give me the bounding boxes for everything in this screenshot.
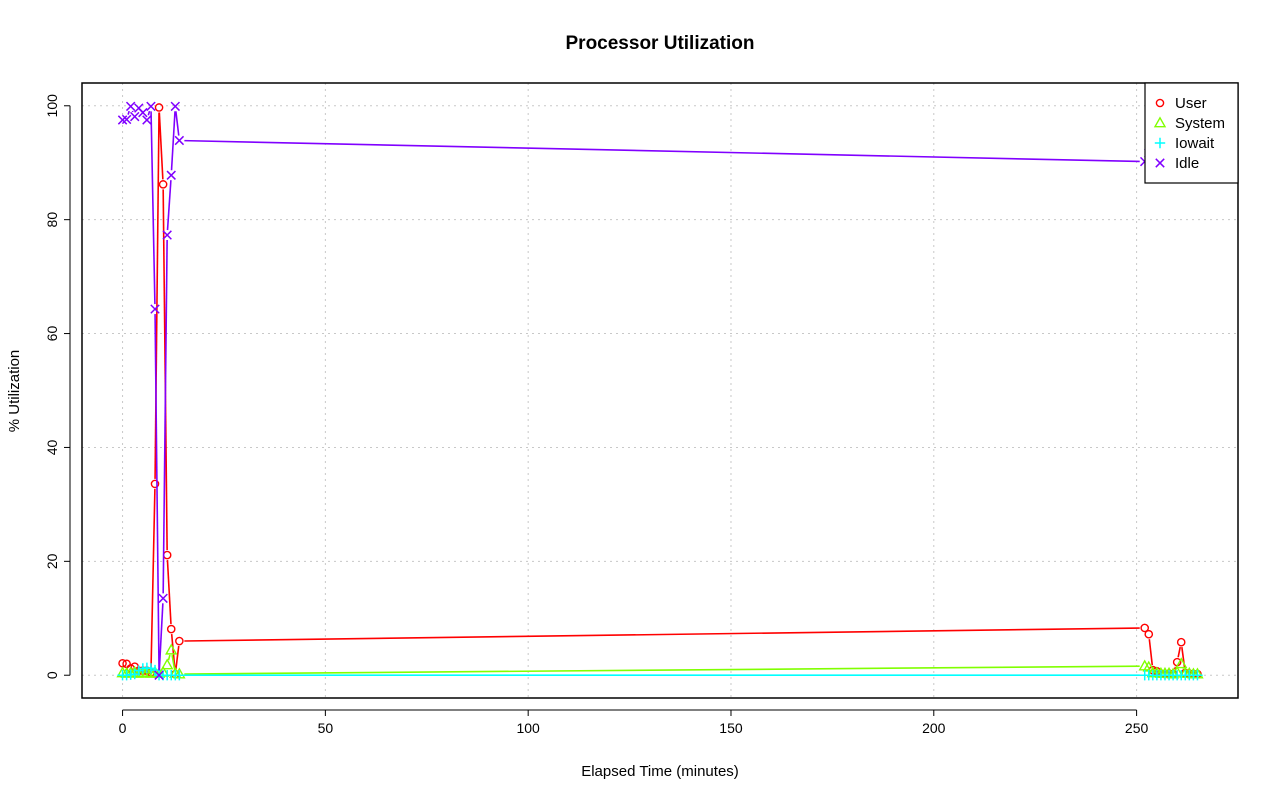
iowait-point <box>1192 670 1203 681</box>
idle-line-segment <box>147 110 151 116</box>
legend-marker-user <box>1155 98 1165 108</box>
idle-point <box>142 115 152 125</box>
user-point <box>150 479 160 489</box>
idle-point <box>121 114 132 125</box>
idle-line-segment <box>166 180 172 231</box>
idle-point <box>146 101 156 112</box>
series-iowait <box>117 662 1203 681</box>
x-tick-label: 200 <box>922 720 946 736</box>
y-tick-label: 100 <box>44 94 60 118</box>
user-line-segment <box>1177 646 1182 658</box>
system-point <box>1175 657 1188 669</box>
x-tick-label: 0 <box>119 720 127 736</box>
idle-line-segment <box>175 111 180 136</box>
x-tick-label: 250 <box>1125 720 1149 736</box>
idle-point <box>170 101 181 112</box>
iowait-point <box>174 670 185 681</box>
idle-point <box>166 170 176 180</box>
y-axis: 0 20 40 60 80 100 <box>44 94 71 679</box>
legend-label-user: User <box>1175 95 1207 112</box>
user-line-segment <box>175 645 180 670</box>
system-line-segment <box>171 654 176 669</box>
idle-point <box>158 593 168 604</box>
system-point <box>132 666 145 678</box>
system-point <box>165 643 178 655</box>
user-point <box>1176 637 1186 647</box>
plot-frame <box>81 82 1239 699</box>
user-point <box>175 636 184 646</box>
idle-line-segment <box>127 110 130 115</box>
legend-marker-idle <box>1155 158 1165 168</box>
user-point <box>1144 629 1154 639</box>
x-axis: 0 50 100 150 200 250 <box>119 709 1149 736</box>
y-tick-label: 80 <box>44 212 60 228</box>
y-tick-label: 0 <box>44 671 60 679</box>
idle-point <box>162 230 172 240</box>
idle-line-segment <box>170 111 176 171</box>
x-tick-label: 50 <box>318 720 334 736</box>
user-line-segment <box>150 488 156 668</box>
user-line-segment <box>1148 639 1154 666</box>
y-tick-label: 40 <box>44 439 60 455</box>
system-point <box>160 658 174 670</box>
user-line-segment <box>158 112 164 180</box>
legend-marker-iowait <box>1154 137 1166 149</box>
system-point <box>144 666 158 678</box>
user-point <box>1140 623 1150 633</box>
chart-title: Processor Utilization <box>566 33 755 54</box>
user-line-segment <box>166 560 172 625</box>
idle-line-segment <box>154 314 160 671</box>
idle-point <box>125 101 136 112</box>
user-point <box>166 624 176 634</box>
x-axis-label: Elapsed Time (minutes) <box>581 763 739 780</box>
series-layer <box>116 101 1204 681</box>
x-tick-label: 150 <box>719 720 743 736</box>
legend-marker-system <box>1153 116 1167 128</box>
idle-point <box>129 111 140 122</box>
idle-line-segment <box>162 240 168 594</box>
idle-point <box>174 135 185 146</box>
idle-line-segment <box>184 139 1140 163</box>
legend-label-iowait: Iowait <box>1175 135 1215 152</box>
idle-point <box>150 304 160 314</box>
user-point <box>158 180 168 189</box>
legend: User System Iowait Idle <box>1144 82 1239 184</box>
idle-point <box>154 670 164 680</box>
user-line-segment <box>184 627 1140 642</box>
y-tick-label: 20 <box>44 553 60 569</box>
y-axis-label: % Utilization <box>6 350 23 433</box>
y-tick-label: 60 <box>44 326 60 342</box>
idle-line-segment <box>158 603 164 671</box>
idle-point <box>138 107 148 118</box>
system-line-segment <box>167 654 171 661</box>
idle-line-segment <box>150 111 156 305</box>
user-point <box>154 103 164 112</box>
legend-label-idle: Idle <box>1175 155 1199 172</box>
legend-label-system: System <box>1175 115 1225 132</box>
x-tick-label: 100 <box>516 720 540 736</box>
system-line-segment <box>184 665 1140 675</box>
